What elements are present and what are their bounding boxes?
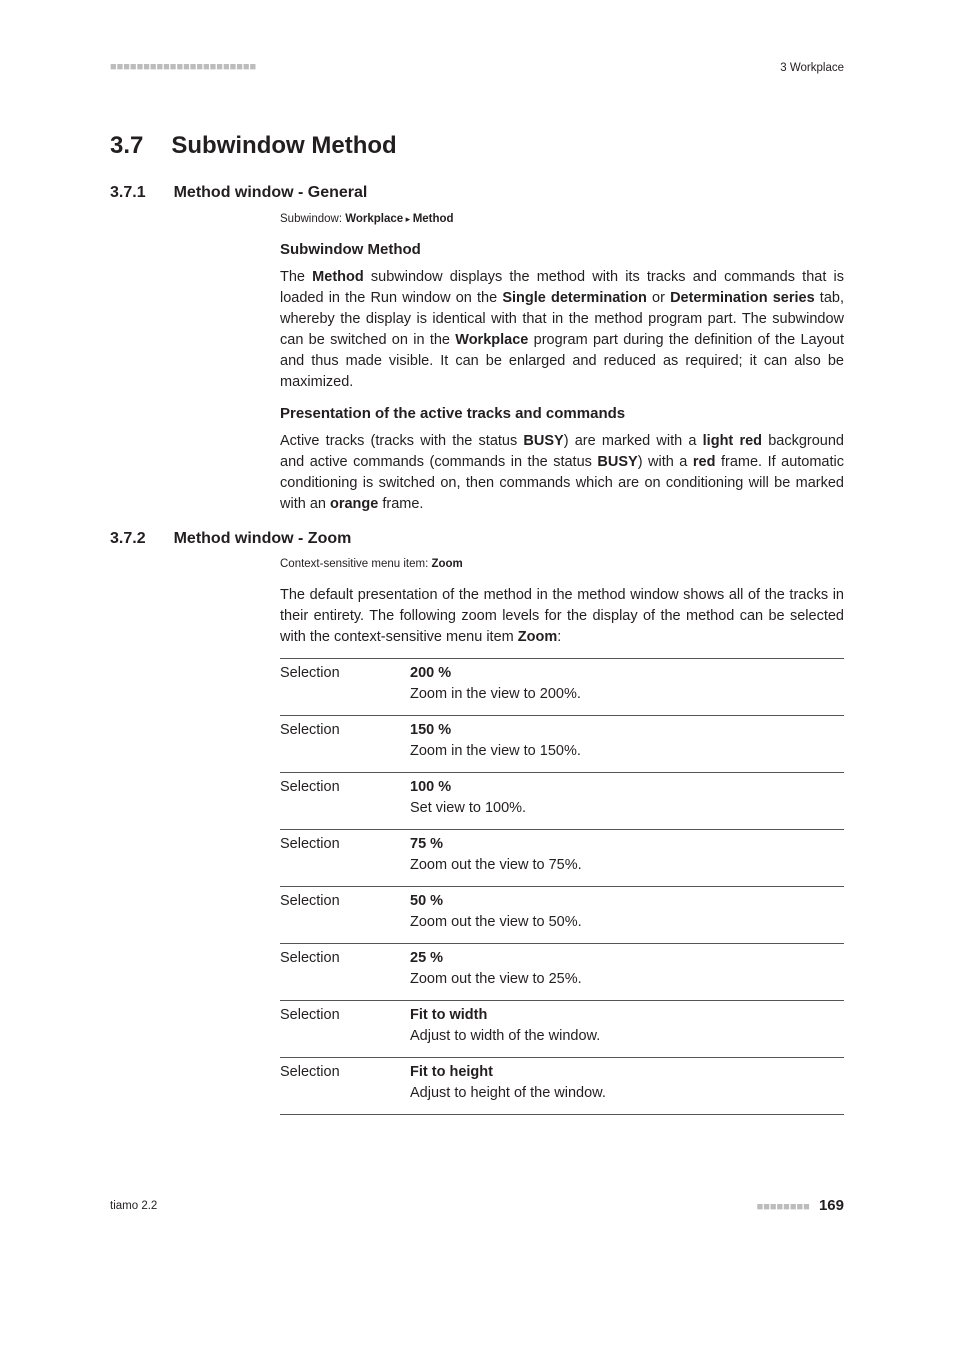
paragraph-subwindow-method: The Method subwindow displays the method… — [280, 267, 844, 393]
option-row: SelectionFit to heightAdjust to height o… — [280, 1057, 844, 1115]
subheading-subwindow-method: Subwindow Method — [280, 239, 844, 261]
footer-bars: ■■■■■■■■ — [757, 1201, 810, 1213]
option-value-block: 200 %Zoom in the view to 200%. — [410, 663, 581, 705]
option-value: 100 % — [410, 777, 526, 798]
text-bold: Zoom — [518, 629, 557, 645]
paragraph-zoom: The default presentation of the method i… — [280, 585, 844, 648]
section-heading: 3.7 Subwindow Method — [110, 129, 844, 164]
subsection-2-number: 3.7.2 — [110, 527, 146, 550]
option-value-block: 150 %Zoom in the view to 150%. — [410, 720, 581, 762]
subsection-1-heading: 3.7.1 Method window - General — [110, 181, 844, 204]
option-value: 25 % — [410, 948, 582, 969]
option-label: Selection — [280, 1005, 410, 1047]
option-value-block: Fit to heightAdjust to height of the win… — [410, 1062, 606, 1104]
option-value-block: Fit to widthAdjust to width of the windo… — [410, 1005, 600, 1047]
breadcrumb-part-1: Workplace — [345, 213, 403, 225]
zoom-options-table: Selection200 %Zoom in the view to 200%.S… — [280, 658, 844, 1115]
text-bold: Work­place — [455, 332, 528, 348]
subsection-1-number: 3.7.1 — [110, 181, 146, 204]
breadcrumb-part-2: Method — [413, 213, 454, 225]
text-bold: BUSY — [523, 433, 563, 449]
option-value: Fit to height — [410, 1062, 606, 1083]
subheading-presentation: Presentation of the active tracks and co… — [280, 403, 844, 425]
text-run: The — [280, 269, 312, 285]
option-row: Selection25 %Zoom out the view to 25%. — [280, 943, 844, 1000]
header-left-marks: ■■■■■■■■■■■■■■■■■■■■■■ — [110, 60, 256, 76]
subsection-2-heading: 3.7.2 Method window - Zoom — [110, 527, 844, 550]
subsection-1-title: Method window - General — [174, 181, 368, 204]
context-value: Zoom — [431, 558, 462, 570]
text-run: Active tracks (tracks with the status — [280, 433, 523, 449]
option-description: Adjust to height of the window. — [410, 1083, 606, 1104]
breadcrumb-prefix: Subwindow: — [280, 213, 345, 225]
option-row: Selection150 %Zoom in the view to 150%. — [280, 715, 844, 772]
option-label: Selection — [280, 891, 410, 933]
text-run: frame. — [378, 496, 423, 512]
option-description: Adjust to width of the window. — [410, 1026, 600, 1047]
option-description: Zoom in the view to 200%. — [410, 684, 581, 705]
option-label: Selection — [280, 777, 410, 819]
text-run: : — [557, 629, 561, 645]
text-bold: Single determination — [502, 290, 647, 306]
option-label: Selection — [280, 1062, 410, 1104]
subsection-2-title: Method window - Zoom — [174, 527, 352, 550]
text-bold: Deter­mination series — [670, 290, 815, 306]
option-label: Selection — [280, 663, 410, 705]
option-value: 150 % — [410, 720, 581, 741]
option-value: 200 % — [410, 663, 581, 684]
text-run: ) are marked with a — [564, 433, 703, 449]
text-bold: light red — [703, 433, 762, 449]
option-row: Selection75 %Zoom out the view to 75%. — [280, 829, 844, 886]
section-title: Subwindow Method — [171, 129, 396, 164]
option-description: Zoom in the view to 150%. — [410, 741, 581, 762]
option-row: SelectionFit to widthAdjust to width of … — [280, 1000, 844, 1057]
header-right: 3 Workplace — [780, 60, 844, 77]
text-run: or — [647, 290, 670, 306]
footer-left: tiamo 2.2 — [110, 1198, 157, 1215]
subsection-1-body: Subwindow: Workplace ▸ Method Subwindow … — [280, 211, 844, 515]
text-bold: BUSY — [597, 454, 637, 470]
section-number: 3.7 — [110, 129, 143, 164]
page-footer: tiamo 2.2 ■■■■■■■■ 169 — [110, 1195, 844, 1217]
subsection-2-body: Context-sensitive menu item: Zoom The de… — [280, 556, 844, 1115]
option-description: Zoom out the view to 50%. — [410, 912, 582, 933]
text-run: The default presentation of the method i… — [280, 587, 844, 645]
option-value: 50 % — [410, 891, 582, 912]
text-bold: Method — [312, 269, 364, 285]
option-row: Selection50 %Zoom out the view to 50%. — [280, 886, 844, 943]
option-row: Selection100 %Set view to 100%. — [280, 772, 844, 829]
subsection-2-context: Context-sensitive menu item: Zoom — [280, 556, 844, 573]
option-label: Selection — [280, 948, 410, 990]
text-run: ) with a — [638, 454, 693, 470]
footer-page-number: 169 — [819, 1197, 844, 1214]
footer-right: ■■■■■■■■ 169 — [757, 1195, 844, 1217]
option-row: Selection200 %Zoom in the view to 200%. — [280, 658, 844, 715]
context-prefix: Context-sensitive menu item: — [280, 558, 431, 570]
option-value-block: 100 %Set view to 100%. — [410, 777, 526, 819]
option-label: Selection — [280, 834, 410, 876]
option-value-block: 50 %Zoom out the view to 50%. — [410, 891, 582, 933]
subsection-1-breadcrumb: Subwindow: Workplace ▸ Method — [280, 211, 844, 228]
option-label: Selection — [280, 720, 410, 762]
option-description: Zoom out the view to 75%. — [410, 855, 582, 876]
text-bold: orange — [330, 496, 378, 512]
option-description: Set view to 100%. — [410, 798, 526, 819]
option-description: Zoom out the view to 25%. — [410, 969, 582, 990]
text-bold: red — [693, 454, 716, 470]
option-value-block: 25 %Zoom out the view to 25%. — [410, 948, 582, 990]
option-value: Fit to width — [410, 1005, 600, 1026]
option-value-block: 75 %Zoom out the view to 75%. — [410, 834, 582, 876]
breadcrumb-separator: ▸ — [403, 214, 413, 224]
paragraph-presentation: Active tracks (tracks with the status BU… — [280, 431, 844, 515]
option-value: 75 % — [410, 834, 582, 855]
page-header: ■■■■■■■■■■■■■■■■■■■■■■ 3 Workplace — [110, 60, 844, 77]
